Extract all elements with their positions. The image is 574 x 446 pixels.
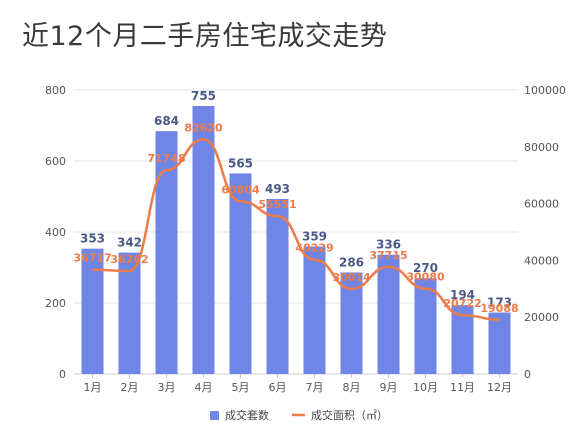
x-tick-label: 3月	[158, 381, 176, 394]
bar	[303, 246, 326, 374]
x-tick-label: 12月	[487, 381, 512, 394]
bar	[266, 198, 289, 374]
bar-value-label: 493	[265, 182, 290, 196]
bar	[377, 254, 400, 374]
bar	[340, 272, 363, 374]
bar-value-label: 565	[228, 156, 253, 170]
bar-value-label: 194	[450, 288, 475, 302]
bar	[488, 312, 511, 374]
bar-value-label: 173	[487, 296, 512, 310]
bar	[155, 131, 178, 374]
bar-value-label: 336	[376, 238, 401, 252]
bar-value-label: 359	[302, 230, 327, 244]
line-value-label: 71748	[147, 152, 185, 165]
y-right-tick-label: 80000	[524, 141, 559, 154]
line-value-label: 30014	[332, 271, 371, 284]
line-value-label: 55551	[258, 198, 296, 211]
bar	[414, 278, 437, 374]
line-value-label: 19088	[480, 302, 518, 315]
line-value-label: 82620	[184, 121, 223, 134]
line-value-label: 37715	[369, 249, 407, 262]
x-tick-label: 10月	[413, 381, 438, 394]
bar	[229, 173, 252, 374]
legend-bar-swatch	[210, 411, 219, 420]
y-right-tick-label: 60000	[524, 198, 559, 211]
x-tick-label: 9月	[380, 381, 398, 394]
line-value-label: 30080	[406, 271, 445, 284]
line-value-label: 36717	[73, 252, 111, 265]
x-tick-label: 2月	[121, 381, 139, 394]
bar-value-label: 684	[154, 114, 179, 128]
bar	[81, 248, 104, 374]
y-left-tick-label: 600	[45, 155, 66, 168]
bar-value-label: 270	[413, 261, 438, 275]
y-right-tick-label: 20000	[524, 311, 559, 324]
y-left-tick-label: 400	[45, 226, 66, 239]
bar-value-label: 755	[191, 89, 216, 103]
x-tick-label: 4月	[195, 381, 213, 394]
bar	[118, 252, 141, 374]
legend-line-label: 成交面积（㎡）	[311, 408, 388, 422]
y-right-tick-label: 40000	[524, 254, 559, 267]
y-left-tick-label: 0	[59, 368, 66, 381]
y-left-tick-label: 800	[45, 84, 66, 97]
x-tick-label: 11月	[450, 381, 475, 394]
y-right-tick-label: 100000	[524, 84, 566, 97]
bar	[192, 105, 215, 374]
line-value-label: 60804	[221, 183, 260, 196]
line-value-label: 36262	[110, 253, 148, 266]
x-tick-label: 7月	[306, 381, 324, 394]
x-tick-label: 8月	[343, 381, 361, 394]
x-tick-label: 5月	[232, 381, 250, 394]
bar-value-label: 286	[339, 255, 364, 269]
chart-title: 近12个月二手房住宅成交走势	[22, 21, 388, 52]
line-value-label: 20722	[443, 297, 481, 310]
bar-value-label: 342	[117, 236, 142, 250]
x-tick-label: 1月	[84, 381, 102, 394]
line-series	[92, 138, 500, 322]
x-tick-label: 6月	[269, 381, 287, 394]
legend-bar-label: 成交套数	[225, 408, 269, 422]
y-right-tick-label: 0	[524, 368, 531, 381]
bar-value-label: 353	[80, 232, 105, 246]
y-left-tick-label: 200	[45, 297, 66, 310]
line-value-label: 40229	[295, 242, 333, 255]
bar	[451, 305, 474, 374]
